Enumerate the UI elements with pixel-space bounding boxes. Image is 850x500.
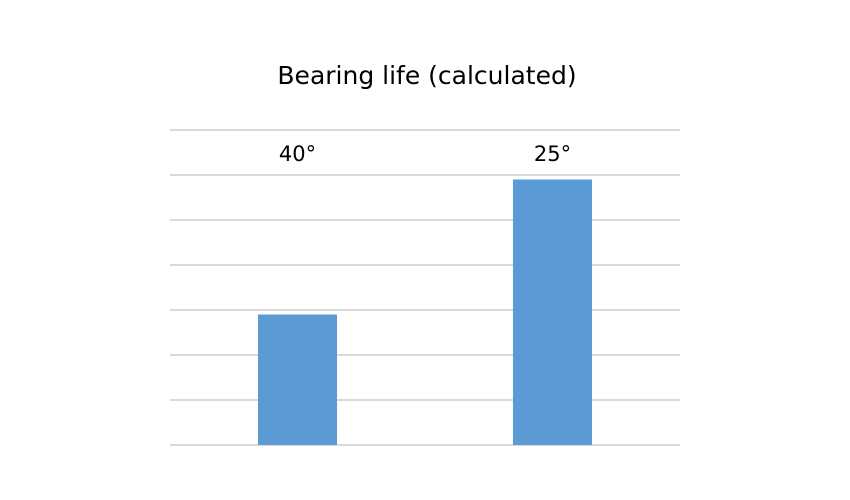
category-labels: 40° 25°: [279, 142, 571, 166]
category-label-1: 25°: [534, 142, 571, 166]
bar-1: [512, 179, 593, 445]
gridlines: [170, 129, 680, 446]
bar-0: [257, 314, 338, 445]
bars: [257, 179, 593, 445]
chart-title: Bearing life (calculated): [277, 61, 577, 90]
category-label-0: 40°: [279, 142, 316, 166]
